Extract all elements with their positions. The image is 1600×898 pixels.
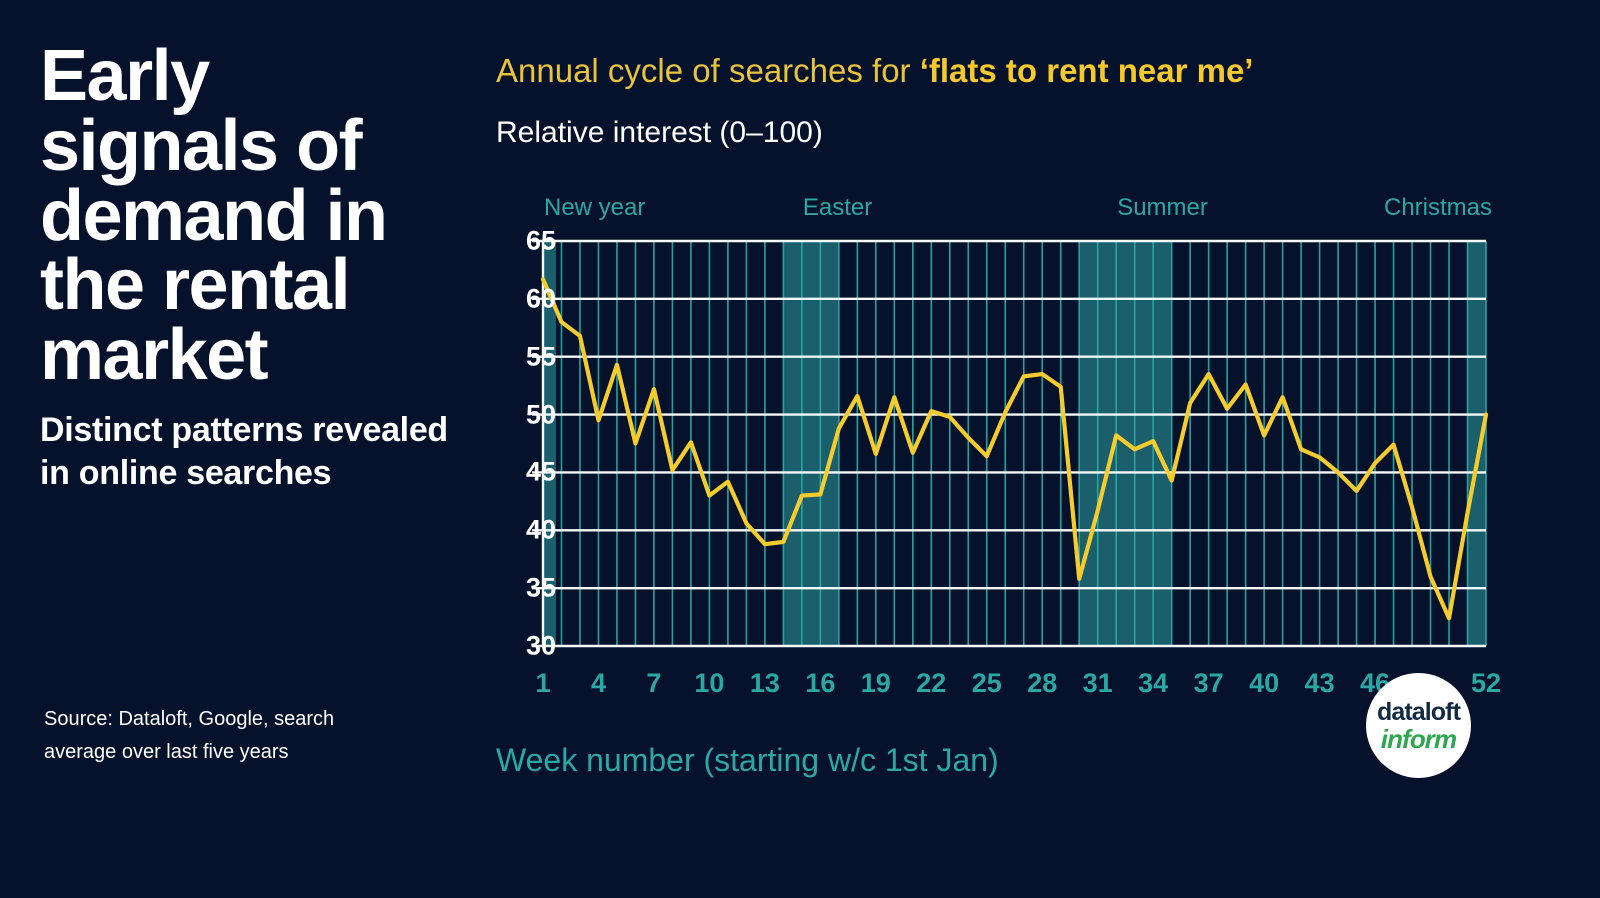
logo-word-dataloft: dataloft <box>1376 697 1461 726</box>
title-panel: Early signals of demand in the rental ma… <box>40 36 460 495</box>
x-tick-label: 28 <box>1027 668 1058 698</box>
x-tick-label: 43 <box>1304 668 1335 698</box>
chart-title: Annual cycle of searches for ‘flats to r… <box>496 52 1253 90</box>
x-tick-label: 4 <box>590 668 606 698</box>
x-tick-label: 34 <box>1138 668 1169 698</box>
season-annotation-easter: Easter <box>802 194 873 221</box>
chart-panel: Annual cycle of searches for ‘flats to r… <box>496 0 1600 898</box>
y-tick-label: 45 <box>525 456 556 487</box>
x-tick-label: 10 <box>694 668 725 698</box>
x-tick-label: 22 <box>916 668 947 698</box>
season-band <box>783 241 839 646</box>
y-tick-label: 40 <box>525 514 556 545</box>
x-axis-ticks: 1 4 7 10 13 16 19 22 25 28 31 34 37 40 43 46 52 <box>496 668 1600 708</box>
logo-word-inform: inform <box>1380 723 1457 754</box>
x-tick-label: 52 <box>1470 668 1502 698</box>
source-note: Source: Dataloft, Google, search average… <box>44 708 335 763</box>
x-tick-label: 7 <box>646 668 662 698</box>
y-tick-label: 65 <box>525 225 556 256</box>
page-title: Early signals of demand in the rental ma… <box>40 36 388 396</box>
line-chart-svg <box>532 239 1489 648</box>
season-annotation-christmas: Christmas <box>1383 194 1492 221</box>
season-annotation-summer: Summer <box>1117 194 1208 221</box>
x-tick-label: 16 <box>805 668 836 698</box>
x-tick-label: 13 <box>749 668 780 698</box>
season-band <box>1467 241 1486 646</box>
x-tick-label: 19 <box>860 668 891 698</box>
y-axis-ticks: 30 35 40 45 50 55 60 65 <box>496 226 556 661</box>
page-subtitle: Distinct patterns revealed in online sea… <box>40 411 448 492</box>
x-tick-label: 40 <box>1249 668 1280 698</box>
y-tick-label: 50 <box>525 399 556 430</box>
chart-subtitle: Relative interest (0–100) <box>496 116 823 149</box>
y-tick-label: 55 <box>525 341 556 372</box>
season-label-row: New year Easter Summer Christmas <box>496 194 1600 228</box>
x-axis-title: Week number (starting w/c 1st Jan) <box>496 742 999 778</box>
dataloft-inform-logo: dataloft inform <box>1366 673 1471 778</box>
y-tick-label: 60 <box>525 283 556 314</box>
x-tick-label: 37 <box>1193 668 1224 698</box>
data-series-line <box>540 277 1489 621</box>
chart-title-highlight: ‘flats to rent near me’ <box>919 52 1254 89</box>
x-tick-label: 1 <box>535 668 551 698</box>
y-tick-label: 30 <box>525 630 556 661</box>
x-tick-label: 25 <box>971 668 1002 698</box>
season-annotation-new-year: New year <box>544 194 646 221</box>
y-tick-label: 35 <box>525 572 556 603</box>
chart-title-prefix: Annual cycle of searches for <box>496 52 920 89</box>
season-band <box>543 241 556 646</box>
x-tick-label: 31 <box>1082 668 1113 698</box>
plot-area <box>496 238 1600 656</box>
